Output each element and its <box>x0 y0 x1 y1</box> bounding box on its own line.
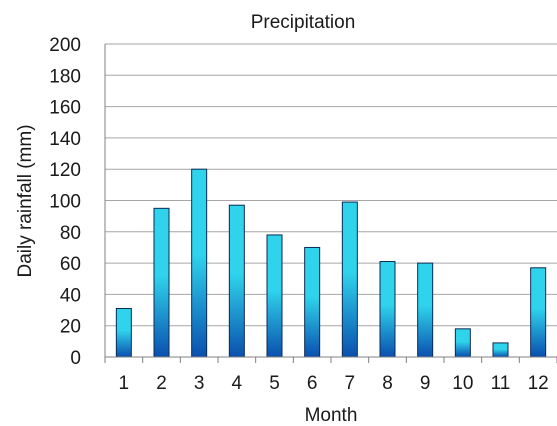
bar-month-11 <box>492 342 509 358</box>
y-tick-label-140: 140 <box>49 129 81 150</box>
y-tick-label-40: 40 <box>60 285 81 306</box>
y-tick-label-80: 80 <box>60 223 81 244</box>
y-tick-label-120: 120 <box>49 160 81 181</box>
x-tick-label-3: 3 <box>194 373 205 394</box>
x-tick-label-9: 9 <box>420 373 431 394</box>
bars <box>115 168 547 358</box>
x-tick-label-2: 2 <box>156 373 167 394</box>
chart-title: Precipitation <box>251 12 356 33</box>
grid-lines <box>105 43 557 327</box>
bar-month-12 <box>530 267 547 358</box>
y-tick-label-20: 20 <box>60 317 81 338</box>
bar-month-5 <box>266 234 283 358</box>
x-tick-label-12: 12 <box>528 373 549 394</box>
bar-month-3 <box>191 168 208 358</box>
y-tick-label-100: 100 <box>49 192 81 213</box>
x-tick-label-1: 1 <box>119 373 130 394</box>
x-tick-label-5: 5 <box>269 373 280 394</box>
x-tick-label-10: 10 <box>452 373 473 394</box>
bar-month-8 <box>379 261 396 358</box>
x-tick-label-7: 7 <box>345 373 356 394</box>
bar-month-7 <box>341 201 358 358</box>
y-tick-label-160: 160 <box>49 98 81 119</box>
x-tick-label-6: 6 <box>307 373 318 394</box>
bar-month-1 <box>115 307 132 358</box>
y-axis-title: Daily rainfall (mm) <box>15 124 36 277</box>
axes <box>104 44 557 363</box>
y-tick-labels: 0 20 40 60 80 100 120 140 160 180 200 <box>49 35 81 369</box>
x-tick-label-8: 8 <box>382 373 393 394</box>
x-tick-labels: 1 2 3 4 5 6 7 8 9 10 11 12 <box>119 373 549 394</box>
bar-month-9 <box>417 262 434 358</box>
y-tick-label-0: 0 <box>70 348 81 369</box>
x-tick-label-11: 11 <box>491 373 511 394</box>
x-axis-title: Month <box>305 405 358 426</box>
bar-month-2 <box>153 207 170 358</box>
y-tick-label-200: 200 <box>49 35 81 56</box>
bar-month-10 <box>454 328 471 358</box>
y-tick-label-180: 180 <box>49 66 81 87</box>
bar-month-4 <box>228 204 245 358</box>
bar-month-6 <box>304 246 321 358</box>
y-tick-label-60: 60 <box>60 254 81 275</box>
x-tick-label-4: 4 <box>232 373 243 394</box>
